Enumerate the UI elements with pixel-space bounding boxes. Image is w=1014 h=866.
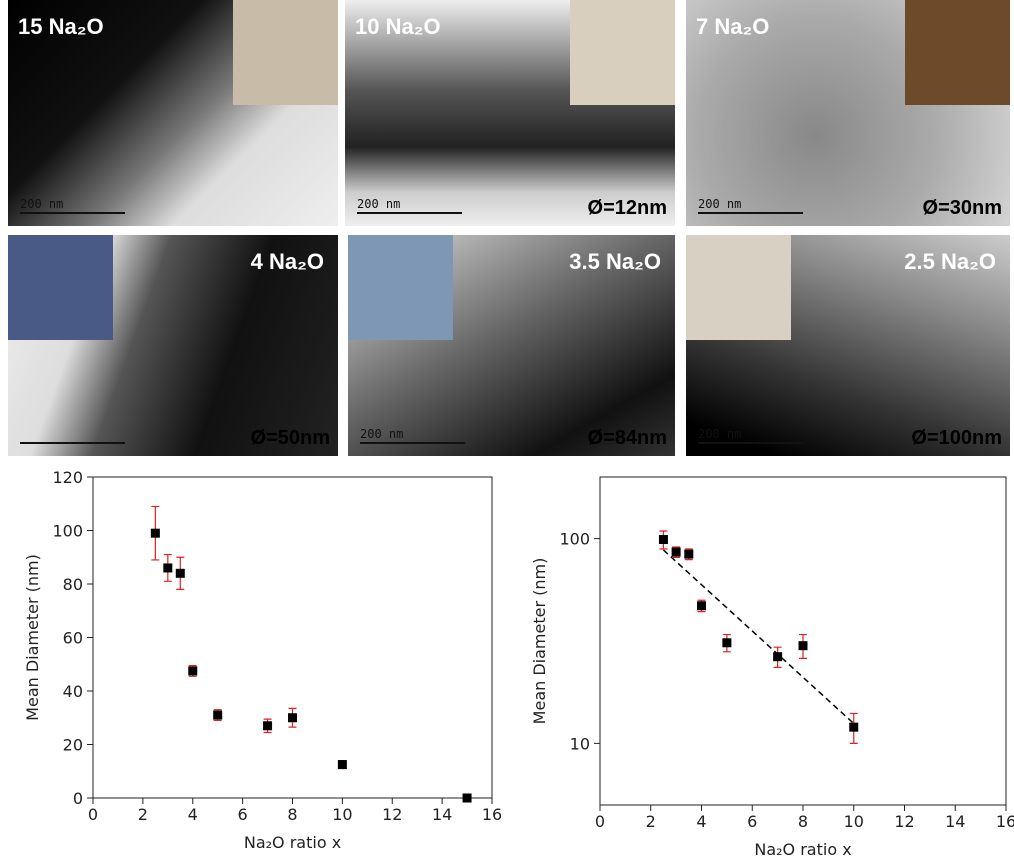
y-tick-label: 60 — [63, 629, 83, 648]
sample-photo — [686, 235, 791, 340]
scale-line — [698, 212, 803, 214]
data-point — [263, 721, 273, 731]
x-tick-label: 12 — [382, 805, 402, 824]
scale-bar — [20, 441, 125, 444]
scale-text: 200 nm — [360, 427, 404, 441]
y-tick-label: 0 — [73, 789, 83, 808]
data-point — [462, 793, 472, 803]
tem-image: 10 Na₂O Ø=12nm 200 nm — [345, 0, 675, 226]
x-tick-label: 10 — [844, 812, 864, 831]
y-tick-label: 40 — [63, 682, 83, 701]
data-point — [722, 638, 732, 648]
y-tick-label: 20 — [63, 736, 83, 755]
tem-image: 4 Na₂O Ø=50nm — [8, 235, 338, 456]
sample-photo — [348, 235, 453, 340]
sample-photo — [233, 0, 338, 105]
scale-line — [360, 442, 465, 444]
diameter-label: Ø=84nm — [587, 427, 667, 449]
diameter-label: Ø=30nm — [922, 197, 1002, 219]
sample-photo — [905, 0, 1010, 105]
x-tick-label: 8 — [287, 805, 297, 824]
scale-text: 200 nm — [698, 427, 742, 441]
y-tick-label: 100 — [559, 530, 590, 549]
y-tick-label: 100 — [52, 522, 83, 541]
y-tick-label: 120 — [52, 468, 83, 487]
data-point — [288, 713, 297, 723]
x-tick-label: 2 — [138, 805, 148, 824]
data-point — [697, 601, 706, 611]
x-tick-label: 2 — [646, 812, 656, 831]
data-point — [175, 568, 185, 578]
scale-bar: 200 nm — [698, 427, 803, 444]
tem-image: 15 Na₂O 200 nm — [8, 0, 338, 226]
y-axis-label: Mean Diameter (nm) — [23, 554, 42, 721]
x-tick-label: 0 — [88, 805, 98, 824]
tem-image: 3.5 Na₂O Ø=84nm 200 nm — [348, 235, 675, 456]
composition-label: 7 Na₂O — [696, 14, 770, 39]
data-point — [773, 652, 783, 662]
composition-label: 4 Na₂O — [250, 249, 324, 274]
x-tick-label: 4 — [188, 805, 198, 824]
scale-line — [698, 442, 803, 444]
tem-image: 2.5 Na₂O Ø=100nm 200 nm — [686, 235, 1010, 456]
scale-line — [20, 442, 125, 444]
diameter-label: Ø=100nm — [911, 427, 1002, 449]
sample-photo — [570, 0, 675, 105]
data-point — [188, 666, 198, 676]
scale-text: 200 nm — [357, 197, 401, 211]
scale-line — [357, 212, 462, 214]
y-tick-label: 80 — [63, 575, 83, 594]
data-point — [163, 563, 173, 573]
y-axis-label: Mean Diameter (nm) — [530, 558, 549, 725]
x-tick-label: 16 — [996, 812, 1014, 831]
y-tick-label: 10 — [570, 734, 590, 753]
fit-line — [662, 549, 855, 725]
scale-bar: 200 nm — [357, 197, 462, 214]
x-tick-label: 14 — [945, 812, 965, 831]
data-point — [849, 722, 859, 732]
composition-label: 10 Na₂O — [355, 14, 441, 39]
scale-text: 200 nm — [698, 197, 742, 211]
plot-frame — [92, 476, 493, 799]
data-point — [684, 549, 694, 559]
x-tick-label: 4 — [696, 812, 706, 831]
data-point — [671, 547, 681, 557]
x-tick-label: 12 — [894, 812, 914, 831]
x-axis-label: Na₂O ratio x — [244, 833, 341, 852]
x-tick-label: 8 — [798, 812, 808, 831]
x-tick-label: 6 — [238, 805, 248, 824]
x-tick-label: 16 — [482, 805, 502, 824]
x-tick-label: 10 — [332, 805, 352, 824]
data-point — [658, 535, 668, 545]
scale-line — [20, 212, 125, 214]
diameter-label: Ø=50nm — [250, 427, 330, 449]
composition-label: 2.5 Na₂O — [904, 249, 996, 274]
sample-photo — [8, 235, 113, 340]
data-point — [798, 641, 808, 651]
x-axis-label: Na₂O ratio x — [754, 840, 851, 859]
scale-bar: 200 nm — [20, 197, 125, 214]
data-point — [337, 760, 347, 770]
x-tick-label: 6 — [747, 812, 757, 831]
scale-bar: 200 nm — [698, 197, 803, 214]
diameter-label: Ø=12nm — [587, 197, 667, 219]
x-tick-label: 0 — [595, 812, 605, 831]
scale-text: 200 nm — [20, 197, 64, 211]
composition-label: 3.5 Na₂O — [569, 249, 661, 274]
data-point — [213, 710, 223, 720]
tem-image: 7 Na₂O Ø=30nm 200 nm — [686, 0, 1010, 226]
scale-bar: 200 nm — [360, 427, 465, 444]
composition-label: 15 Na₂O — [18, 14, 104, 39]
data-point — [150, 528, 160, 538]
x-tick-label: 14 — [432, 805, 452, 824]
